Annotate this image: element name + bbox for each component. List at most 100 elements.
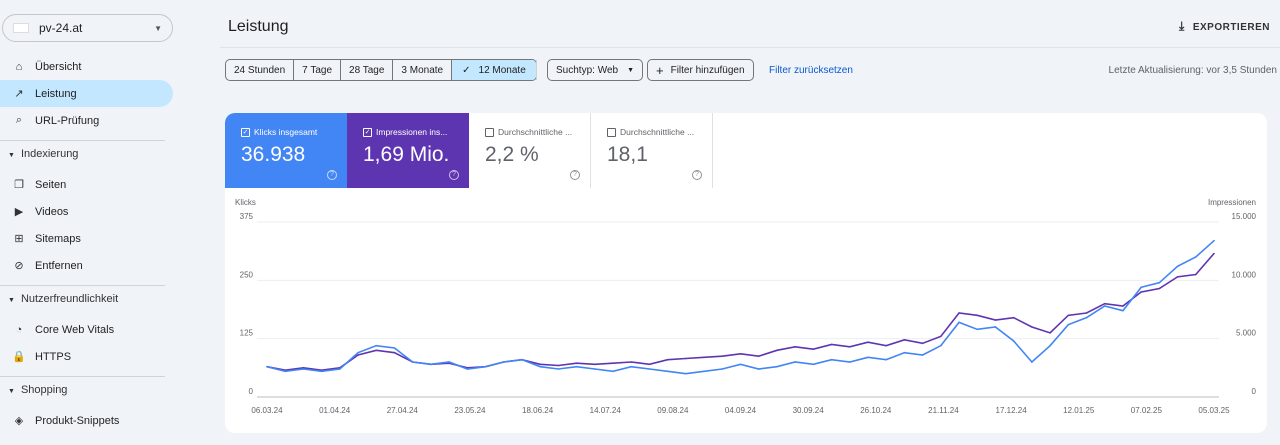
sidebar-item-url-pr-fung[interactable]: ⌕ URL-Prüfung: [0, 107, 173, 134]
sidebar-item-label: Übersicht: [35, 60, 82, 73]
x-tick: 27.04.24: [387, 406, 419, 415]
sidebar-item-https[interactable]: 🔒 HTTPS: [0, 343, 173, 370]
checkbox[interactable]: [607, 127, 616, 137]
sidebar-item-label: Produkt-Snippets: [35, 414, 120, 427]
chevron-down-icon: ▼: [627, 66, 635, 74]
caret-down-icon: ▼: [8, 388, 15, 395]
reset-filters-link[interactable]: Filter zurücksetzen: [769, 65, 853, 76]
page-title: Leistung: [228, 18, 289, 35]
data-point-klicks: [994, 326, 997, 328]
y-tick-right: 0: [1252, 387, 1257, 396]
checkbox[interactable]: ✓: [363, 127, 372, 137]
caret-down-icon: ▼: [8, 152, 15, 159]
sidebar-item-produkt-snippets[interactable]: ◈ Produkt-Snippets: [0, 407, 173, 434]
y-axis-label-left: Klicks: [235, 198, 256, 207]
section-shopping[interactable]: ▼ Shopping: [8, 384, 67, 396]
home-icon: ⌂: [15, 60, 23, 73]
data-point-impressionen: [539, 363, 541, 366]
x-tick: 14.07.24: [590, 406, 622, 415]
help-icon[interactable]: ?: [570, 170, 580, 180]
divider: [0, 285, 165, 286]
gauge-icon: ◔: [15, 323, 23, 336]
data-point-impressionen: [375, 349, 378, 352]
metric-tile[interactable]: Durchschnittliche ... 2,2 %?: [469, 113, 591, 188]
y-axis-label-right: Impressionen: [1208, 198, 1256, 207]
data-point-klicks: [539, 365, 541, 368]
data-point-klicks: [1122, 309, 1124, 312]
metric-label: Klicks insgesamt: [254, 127, 318, 137]
range-28d[interactable]: 28 Tage: [341, 60, 394, 80]
sidebar-item-core-web-vitals[interactable]: ◔ Core Web Vitals: [0, 316, 173, 343]
add-filter-button[interactable]: + Filter hinzufügen: [647, 59, 754, 81]
date-range-selector: 24 Stunden 7 Tage 28 Tage 3 Monate ✓ 12 M…: [225, 59, 537, 81]
sidebar-item-sitemaps[interactable]: ⊞ Sitemaps: [0, 225, 173, 252]
range-7d[interactable]: 7 Tage: [294, 60, 342, 80]
range-12m[interactable]: ✓ 12 Monate: [452, 60, 536, 80]
divider: [0, 140, 165, 141]
help-icon[interactable]: ?: [327, 170, 337, 180]
range-24h[interactable]: 24 Stunden: [226, 60, 295, 80]
metric-tile[interactable]: ✓ Impressionen ins... 1,69 Mio.?: [347, 113, 469, 188]
data-point-klicks: [284, 370, 287, 373]
data-point-impressionen: [1176, 276, 1179, 278]
data-point-klicks: [502, 361, 505, 363]
metric-tile[interactable]: Durchschnittliche ... 18,1?: [591, 113, 713, 188]
data-point-klicks: [867, 356, 869, 359]
data-point-impressionen: [1194, 273, 1197, 276]
data-point-klicks: [921, 354, 924, 356]
data-point-klicks: [375, 344, 378, 347]
data-point-klicks: [1176, 265, 1179, 268]
sidebar-item-label: Leistung: [35, 87, 77, 100]
property-selector[interactable]: pv-24.at ▼: [2, 14, 173, 42]
divider: [220, 47, 1280, 48]
metric-label: Impressionen ins...: [376, 127, 448, 137]
data-point-klicks: [411, 361, 414, 363]
data-point-klicks: [1085, 316, 1088, 319]
help-icon[interactable]: ?: [692, 170, 702, 180]
data-point-klicks: [448, 361, 450, 363]
export-button[interactable]: ⤓ EXPORTIEREN: [1179, 19, 1270, 34]
data-point-impressionen: [994, 319, 997, 321]
section-indexierung[interactable]: ▼ Indexierung: [8, 148, 78, 160]
range-3m[interactable]: 3 Monate: [393, 60, 453, 80]
trending-up-icon: ↗: [14, 88, 24, 100]
data-point-impressionen: [1158, 287, 1161, 290]
data-point-klicks: [1194, 256, 1197, 258]
data-point-impressionen: [1012, 316, 1015, 319]
x-tick: 18.06.24: [522, 406, 554, 415]
data-point-impressionen: [921, 342, 924, 345]
add-filter-label: Filter hinzufügen: [670, 64, 745, 76]
x-tick: 05.03.25: [1198, 406, 1230, 415]
help-icon[interactable]: ?: [449, 170, 459, 180]
x-tick: 09.08.24: [657, 406, 689, 415]
data-point-klicks: [739, 363, 742, 366]
metric-tile[interactable]: ✓ Klicks insgesamt 36.938?: [225, 113, 347, 188]
sidebar-item--bersicht[interactable]: ⌂ Übersicht: [0, 53, 173, 80]
data-point-impressionen: [1103, 302, 1106, 305]
section-label: Shopping: [20, 384, 68, 396]
data-point-impressionen: [867, 341, 869, 343]
data-point-klicks: [721, 368, 724, 370]
data-point-impressionen: [630, 361, 633, 363]
plus-icon: +: [656, 62, 664, 78]
sidebar-item-label: Videos: [35, 205, 69, 218]
data-point-klicks: [521, 358, 523, 361]
section-nutzerfreundlichkeit[interactable]: ▼ Nutzerfreundlichkeit: [8, 293, 118, 305]
data-point-impressionen: [575, 362, 578, 364]
sidebar-item-seiten[interactable]: ❐ Seiten: [0, 171, 173, 198]
data-point-klicks: [648, 368, 651, 370]
data-point-impressionen: [302, 367, 305, 369]
search-type-dropdown[interactable]: Suchtyp: Web ▼: [547, 59, 644, 81]
data-point-klicks: [557, 368, 560, 370]
data-point-klicks: [320, 370, 323, 373]
sidebar-item-entfernen[interactable]: ⊘ Entfernen: [0, 252, 173, 279]
data-point-klicks: [794, 361, 796, 363]
sitemap-icon: ⊞: [14, 233, 24, 245]
checkbox[interactable]: ✓: [241, 127, 250, 137]
checkbox[interactable]: [485, 127, 494, 137]
sidebar-item-leistung[interactable]: ↗ Leistung: [0, 80, 173, 107]
data-point-klicks: [466, 368, 469, 370]
x-tick: 21.11.24: [928, 406, 959, 415]
data-point-klicks: [1140, 286, 1142, 289]
sidebar-item-videos[interactable]: ▶ Videos: [0, 198, 173, 225]
